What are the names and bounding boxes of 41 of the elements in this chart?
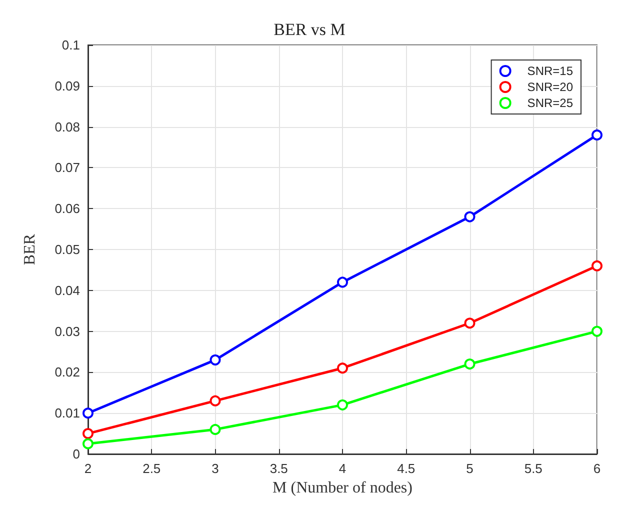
x-tick-label: 4.5 [397, 461, 416, 476]
point [464, 318, 476, 329]
y-tick-label: 0.04 [54, 282, 80, 298]
point [337, 399, 348, 410]
x-tick-label: 4 [338, 461, 346, 476]
point [337, 276, 348, 288]
point [592, 260, 602, 272]
x-tick-label: 3.5 [270, 461, 288, 476]
legend-label: SNR=15 [527, 64, 574, 78]
point [210, 395, 221, 406]
y-axis-title: BER [22, 234, 38, 266]
y-tick-label: 0.05 [54, 242, 80, 257]
y-tick-label: 0.09 [54, 78, 80, 94]
x-axis-title: M (Number of nodes) [272, 480, 412, 496]
legend-label: SNR=25 [527, 96, 574, 110]
y-tick-label: 0.06 [54, 201, 80, 216]
x-tick-label: 5 [466, 461, 474, 476]
point [337, 362, 348, 374]
x-tick-label: 3 [212, 461, 219, 476]
y-tick-label: 0.03 [54, 324, 80, 339]
point [464, 358, 476, 370]
point [592, 129, 602, 140]
point [82, 428, 94, 440]
x-tick-label: 5.5 [524, 461, 542, 476]
y-tick-label: 0.02 [54, 364, 80, 380]
point [82, 408, 94, 419]
y-tick-label: 0.08 [54, 119, 80, 134]
y-tick-label: 0.1 [62, 38, 80, 52]
y-tick-label: 0.07 [54, 160, 80, 176]
point [592, 326, 602, 337]
point [210, 424, 221, 435]
x-tick-label: 2 [84, 461, 92, 476]
legend-label: SNR=20 [527, 80, 574, 94]
point [210, 354, 221, 366]
y-tick-label: 0.01 [54, 406, 80, 421]
x-tick-label: 6 [593, 461, 601, 476]
point [82, 438, 94, 450]
y-tick-label: 0 [72, 446, 80, 462]
chart-title: BER vs M [274, 20, 346, 39]
x-tick-label: 2.5 [142, 461, 161, 476]
point [464, 211, 476, 222]
